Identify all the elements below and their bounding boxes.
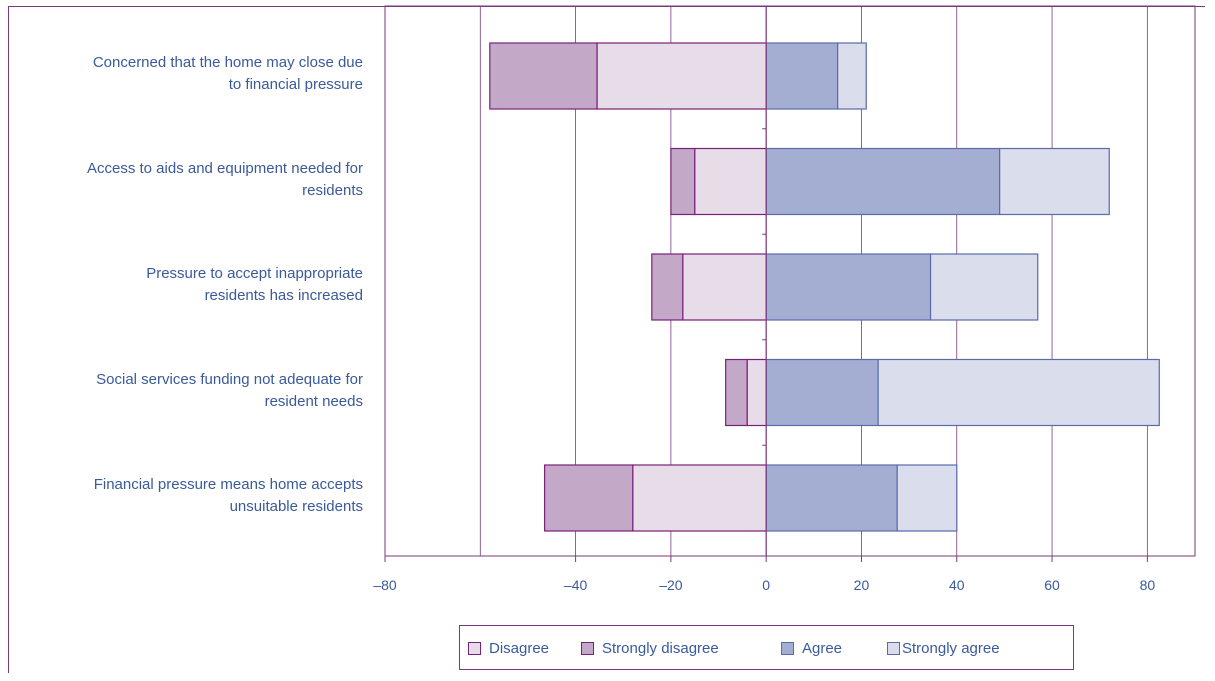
legend-item-agree: Agree <box>781 638 842 658</box>
bar-strongly-disagree <box>544 464 634 532</box>
bar-strongly-disagree <box>651 253 684 321</box>
bar-disagree <box>746 358 767 427</box>
category-label-line: Access to aids and equipment needed for <box>86 159 363 177</box>
bar-strongly-agree <box>877 358 1160 427</box>
category-label-line: to financial pressure <box>228 76 363 93</box>
x-tick-label: –80 <box>373 577 397 593</box>
bar-strongly-agree <box>999 147 1110 216</box>
bar-strongly-agree <box>837 42 867 110</box>
x-tick-label: 80 <box>1140 577 1156 593</box>
category-label-line: Concerned that the home may close due <box>92 54 363 71</box>
legend-swatch-disagree <box>468 641 481 655</box>
bar-strongly-agree <box>896 464 958 532</box>
category-label-line: Social services funding not adequate for <box>96 370 363 388</box>
bar-strongly-disagree <box>489 42 598 110</box>
category-label-line: residents has increased <box>204 287 363 304</box>
category-label: Access to aids and equipment needed for r… <box>23 158 363 202</box>
category-label-line: Pressure to accept inappropriate <box>146 265 363 282</box>
x-tick-label: 60 <box>1044 577 1060 593</box>
legend-swatch-agree <box>781 641 794 655</box>
legend-swatch-strongly-agree <box>887 641 900 655</box>
category-label-line: resident needs <box>264 392 363 410</box>
x-tick-label: 40 <box>949 577 965 593</box>
bar-agree <box>765 253 932 321</box>
legend-label-disagree: Disagree <box>489 639 550 657</box>
x-tick-label: 20 <box>854 577 870 593</box>
category-label: Financial pressure means home accepts uns… <box>23 474 363 518</box>
category-label: Pressure to accept inappropriate resident… <box>23 263 363 307</box>
category-label: Social services funding not adequate for… <box>23 369 363 413</box>
legend-item-disagree: Disagree <box>468 638 549 658</box>
category-label-line: residents <box>302 181 363 199</box>
bar-strongly-agree <box>929 253 1039 321</box>
category-label-line: Financial pressure means home accepts <box>93 476 363 493</box>
bar-agree <box>765 464 898 532</box>
legend-label-strongly-agree: Strongly agree <box>902 639 1000 657</box>
x-tick-label: –20 <box>659 577 683 593</box>
bar-strongly-disagree <box>725 358 748 427</box>
chart-legend: Disagree Strongly disagree Agree Strongl… <box>459 625 1074 670</box>
bar-disagree <box>694 147 767 216</box>
category-label: Concerned that the home may close due to … <box>23 52 363 96</box>
bar-agree <box>765 42 839 110</box>
x-tick-label: –40 <box>564 577 588 593</box>
bar-disagree <box>596 42 767 110</box>
bar-disagree <box>632 464 767 532</box>
legend-swatch-strongly-disagree <box>581 641 594 655</box>
bar-agree <box>765 147 1001 216</box>
bar-strongly-disagree <box>670 147 696 216</box>
category-label-line: unsuitable residents <box>229 498 363 515</box>
legend-item-strongly-agree: Strongly agree <box>887 638 1000 658</box>
bar-disagree <box>682 253 767 321</box>
legend-item-strongly-disagree: Strongly disagree <box>581 638 719 658</box>
x-tick-label: 0 <box>762 577 770 593</box>
legend-label-strongly-disagree: Strongly disagree <box>602 639 719 657</box>
bar-agree <box>765 358 879 427</box>
legend-label-agree: Agree <box>802 639 843 657</box>
